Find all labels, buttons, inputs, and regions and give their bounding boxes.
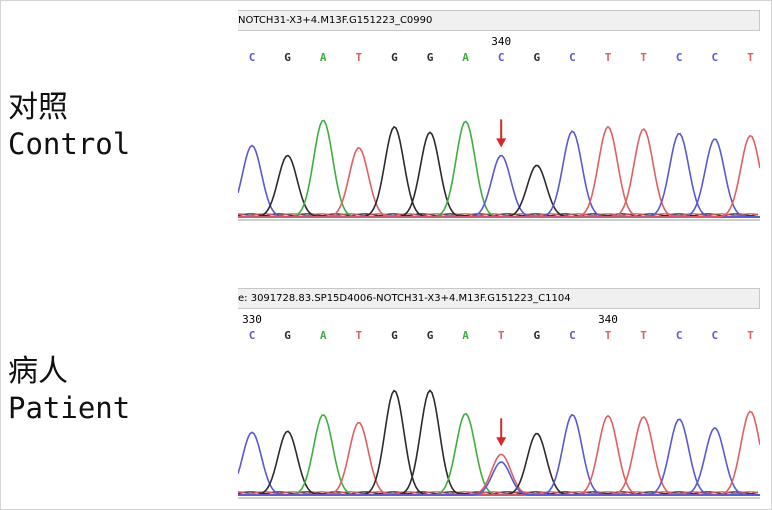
peak-C	[238, 154, 760, 218]
baseline-trace-T	[238, 213, 759, 217]
base-call-C: C	[676, 51, 683, 64]
base-call-G: G	[427, 51, 434, 64]
mutation-arrow-icon	[496, 119, 507, 148]
base-call-C: C	[249, 51, 256, 64]
control-trace-header: NOTCH31-X3+4.M13F.G151223_C0990	[238, 10, 760, 31]
base-call-T: T	[355, 329, 362, 342]
peak-T	[238, 453, 760, 496]
base-call-T: T	[747, 329, 754, 342]
control-chromatogram: 340 C G A T G G A C G C T T C C T	[238, 35, 760, 221]
position-label: 340	[491, 35, 511, 48]
peak-T	[238, 410, 760, 496]
patient-label: 病人 Patient	[8, 354, 130, 426]
base-call-T: T	[640, 329, 647, 342]
secondary-peak-C	[238, 461, 760, 496]
base-call-T: T	[355, 51, 362, 64]
baseline-trace-T	[238, 491, 759, 495]
base-call-C: C	[711, 329, 718, 342]
base-call-G: G	[533, 51, 540, 64]
base-call-C: C	[249, 329, 256, 342]
control-trace: NOTCH31-X3+4.M13F.G151223_C0990 340 C G A T G…	[238, 10, 760, 231]
peak-G	[238, 154, 760, 218]
peak-C	[238, 138, 760, 218]
base-call-A: A	[462, 329, 469, 342]
patient-trace-header: e: 3091728.83.SP15D4006-NOTCH31-X3+4.M13…	[238, 288, 760, 309]
base-call-A: A	[320, 329, 327, 342]
base-call-A: A	[462, 51, 469, 64]
base-call-T: T	[605, 329, 612, 342]
control-label-en: Control	[8, 127, 131, 161]
peak-G	[238, 164, 760, 218]
position-label: 330	[242, 313, 262, 326]
position-label: 340	[598, 313, 618, 326]
base-call-C: C	[569, 51, 576, 64]
base-call-G: G	[284, 51, 291, 64]
base-call-C: C	[676, 329, 683, 342]
control-label: 对照 Control	[8, 90, 130, 162]
patient-trace: e: 3091728.83.SP15D4006-NOTCH31-X3+4.M13…	[238, 288, 760, 509]
base-call-G: G	[391, 329, 398, 342]
base-call-T: T	[605, 51, 612, 64]
peak-T	[238, 134, 760, 218]
base-call-T: T	[640, 51, 647, 64]
peak-G	[238, 432, 760, 496]
control-label-zh: 对照	[8, 90, 68, 125]
patient-chromatogram: 330 340 C G A T G G A T G C T T C C T	[238, 313, 760, 499]
mutation-arrow-icon	[496, 418, 507, 447]
base-call-T: T	[498, 329, 505, 342]
patient-label-en: Patient	[8, 391, 131, 425]
base-call-A: A	[320, 51, 327, 64]
base-call-C: C	[711, 51, 718, 64]
peak-G	[238, 389, 760, 496]
base-call-C: C	[569, 329, 576, 342]
base-call-C: C	[498, 51, 505, 64]
base-call-G: G	[391, 51, 398, 64]
base-call-G: G	[427, 329, 434, 342]
base-call-G: G	[533, 329, 540, 342]
patient-label-zh: 病人	[8, 354, 68, 389]
base-call-T: T	[747, 51, 754, 64]
peak-G	[238, 389, 760, 496]
peak-A	[238, 412, 760, 496]
base-call-G: G	[284, 329, 291, 342]
